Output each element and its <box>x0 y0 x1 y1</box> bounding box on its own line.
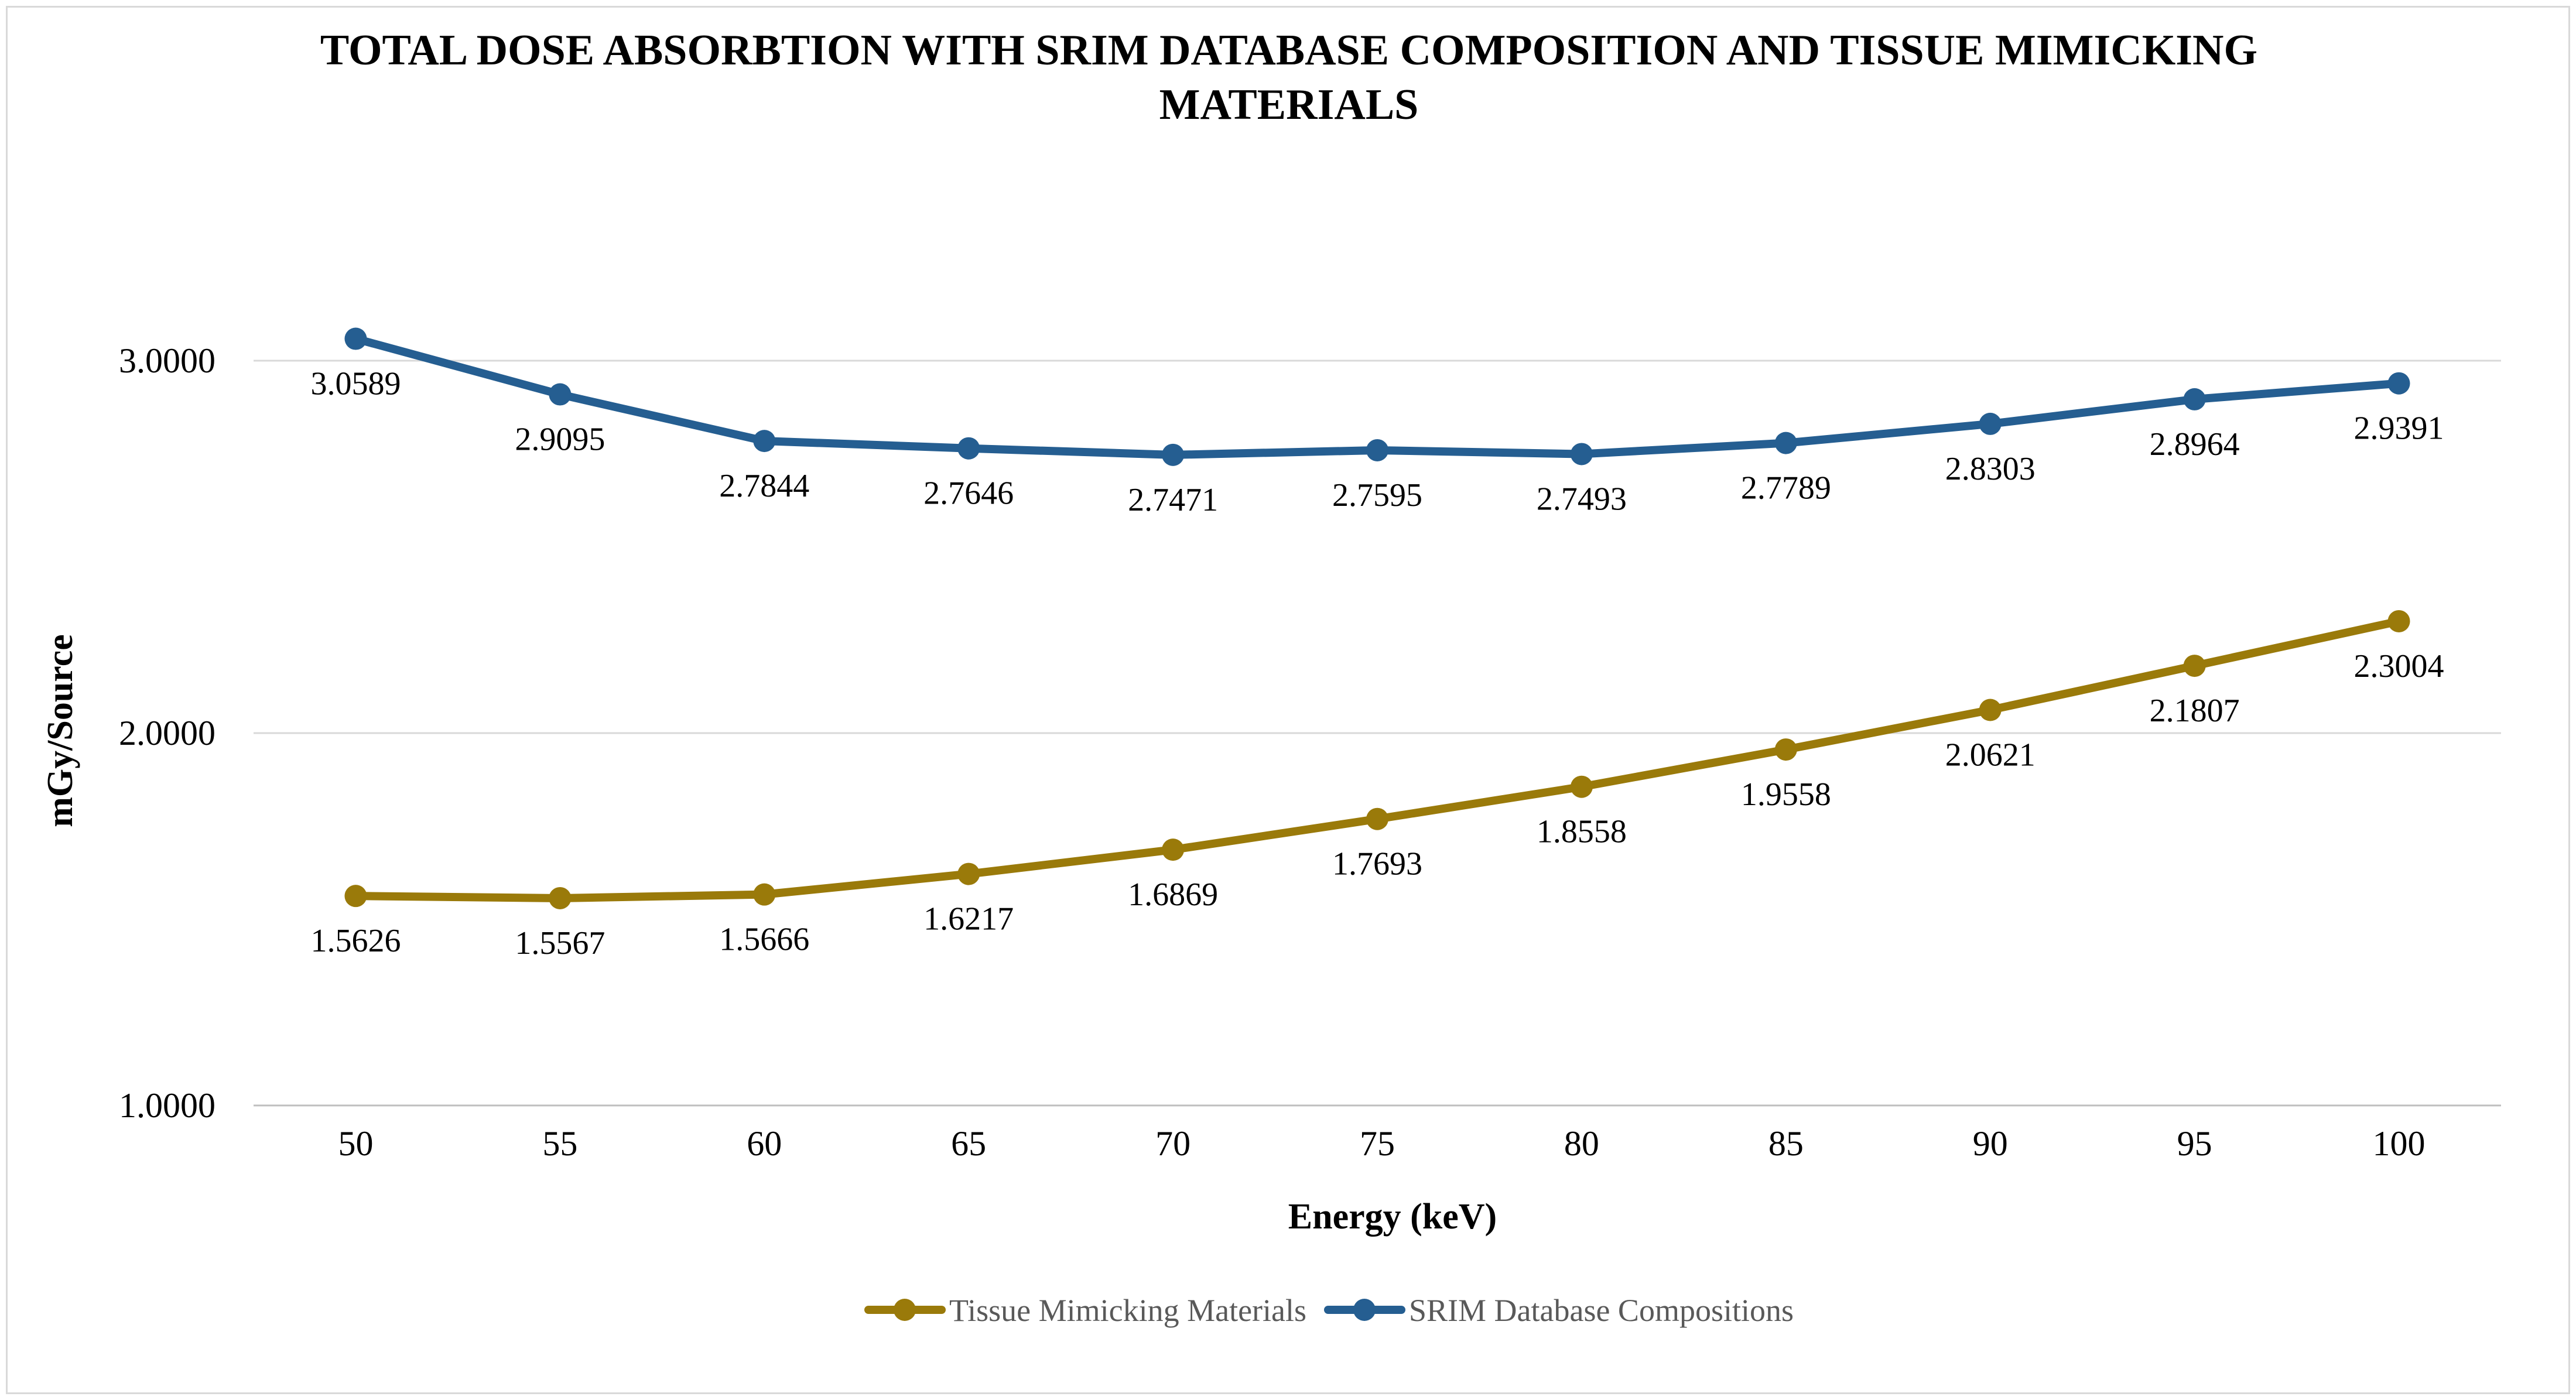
data-point <box>957 862 980 885</box>
x-tick-label: 75 <box>1360 1124 1395 1163</box>
x-axis-title: Energy (keV) <box>1288 1197 1497 1237</box>
data-point <box>1979 699 2002 721</box>
data-label: 2.7789 <box>1741 470 1831 506</box>
data-point <box>1774 738 1797 761</box>
chart-area: TOTAL DOSE ABSORBTION WITH SRIM DATABASE… <box>6 6 2570 1394</box>
data-point <box>753 430 776 453</box>
data-label: 2.7493 <box>1537 481 1627 517</box>
data-label: 2.9095 <box>515 422 605 458</box>
data-point <box>1570 443 1593 465</box>
x-tick-label: 55 <box>542 1124 577 1163</box>
data-point <box>2387 610 2410 632</box>
x-tick-label: 80 <box>1564 1124 1599 1163</box>
legend-swatch-marker <box>894 1299 916 1321</box>
gridlines <box>254 360 2501 1107</box>
data-label: 2.1807 <box>2150 693 2240 729</box>
y-axis-ticks: 1.0000 2.0000 3.0000 <box>119 341 215 1125</box>
data-label: 1.5626 <box>310 923 401 959</box>
data-label: 2.7844 <box>719 468 809 504</box>
x-axis-ticks: 50 55 60 65 70 75 80 85 90 95 100 <box>338 1124 2425 1163</box>
data-label: 2.3004 <box>2354 648 2444 684</box>
data-point <box>1162 838 1185 861</box>
legend: Tissue Mimicking Materials SRIM Database … <box>864 1293 1794 1328</box>
data-label: 1.6217 <box>923 901 1014 937</box>
data-label: 1.6869 <box>1128 877 1218 913</box>
data-point <box>549 383 572 406</box>
data-point <box>1162 443 1185 466</box>
data-label: 2.7595 <box>1332 477 1422 514</box>
x-tick-label: 90 <box>1973 1124 2008 1163</box>
data-point <box>344 885 367 908</box>
data-point <box>549 886 572 909</box>
data-point <box>1366 439 1388 461</box>
chart-title-line-1: TOTAL DOSE ABSORBTION WITH SRIM DATABASE… <box>320 26 2257 74</box>
x-tick-label: 60 <box>747 1124 782 1163</box>
series-group <box>344 327 2410 909</box>
data-labels: 1.5626 1.5567 1.5666 1.6217 1.6869 1.7693 1.85… <box>310 366 2444 961</box>
chart-title-line-2: MATERIALS <box>1159 81 1419 129</box>
legend-label: SRIM Database Compositions <box>1409 1293 1794 1328</box>
data-label: 1.9558 <box>1741 776 1831 813</box>
x-tick-label: 100 <box>2373 1124 2426 1163</box>
data-label: 2.7471 <box>1128 482 1218 518</box>
data-label: 1.5666 <box>719 922 809 958</box>
x-tick-label: 85 <box>1768 1124 1804 1163</box>
data-point <box>1570 775 1593 798</box>
data-point <box>1366 807 1388 830</box>
y-tick-label: 1.0000 <box>119 1086 215 1125</box>
data-label: 2.0621 <box>1945 737 2036 773</box>
y-tick-label: 3.0000 <box>119 341 215 380</box>
data-point <box>344 327 367 350</box>
data-point <box>957 437 980 460</box>
y-tick-label: 2.0000 <box>119 714 215 752</box>
data-point <box>753 883 776 906</box>
legend-label: Tissue Mimicking Materials <box>949 1293 1306 1328</box>
data-label: 2.8303 <box>1945 451 2036 487</box>
legend-swatch-marker <box>1353 1299 1376 1321</box>
x-tick-label: 70 <box>1155 1124 1190 1163</box>
data-label: 1.8558 <box>1537 814 1627 850</box>
series-line-srim <box>351 334 2403 459</box>
data-label: 2.7646 <box>923 475 1014 512</box>
x-tick-label: 50 <box>338 1124 373 1163</box>
line-chart: TOTAL DOSE ABSORBTION WITH SRIM DATABASE… <box>40 26 2501 1328</box>
data-label: 2.9391 <box>2354 410 2444 447</box>
data-point <box>1979 412 2002 435</box>
data-point <box>1774 432 1797 454</box>
data-point <box>2183 388 2206 410</box>
data-label: 1.7693 <box>1332 846 1422 882</box>
x-tick-label: 95 <box>2177 1124 2212 1163</box>
x-tick-label: 65 <box>951 1124 986 1163</box>
data-point <box>2183 655 2206 677</box>
data-label: 1.5567 <box>515 925 605 961</box>
data-label: 2.8964 <box>2150 426 2240 463</box>
y-axis-title: mGy/Source <box>40 634 80 827</box>
data-label: 3.0589 <box>310 366 401 402</box>
data-point <box>2387 372 2410 395</box>
